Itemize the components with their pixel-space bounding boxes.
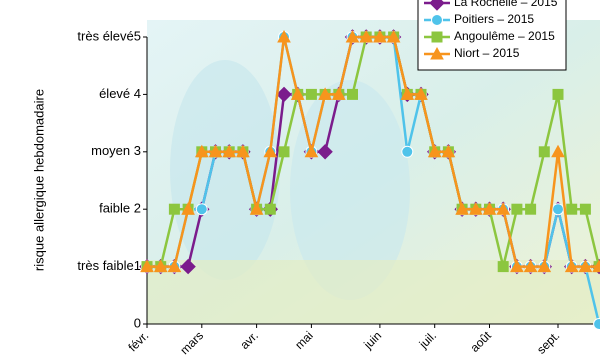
page: {"chart_data": {"type": "line", "y_label… [0, 0, 600, 359]
background-figure [170, 60, 280, 280]
legend-marker [432, 15, 443, 26]
x-tick-label: juil. [416, 328, 439, 351]
x-tick-label: mai [292, 328, 316, 352]
x-tick-label: sept. [534, 328, 562, 356]
legend-marker [432, 32, 442, 42]
legend-label: Niort – 2015 [454, 46, 520, 60]
marker [539, 147, 549, 157]
y-tick-label: faible 2 [99, 201, 141, 216]
legend-label: Poitiers – 2015 [454, 12, 534, 26]
legend-label: Angoulême – 2015 [454, 29, 555, 43]
marker [402, 146, 413, 157]
y-tick-label: élevé 4 [99, 86, 141, 101]
legend-label: La Rochelle – 2015 [454, 0, 558, 9]
chart: risque allergique hebdomadaire 0 très fai… [0, 0, 600, 359]
marker [498, 262, 508, 272]
y-tick-label: très élevé5 [77, 28, 141, 43]
y-tick-label: 0 [134, 315, 141, 330]
marker [279, 147, 289, 157]
marker [567, 204, 577, 214]
y-axis-title: risque allergique hebdomadaire [31, 89, 46, 271]
marker [306, 89, 316, 99]
marker [169, 204, 179, 214]
marker [526, 204, 536, 214]
x-tick-label: juin [360, 328, 384, 352]
marker [196, 204, 207, 215]
marker [512, 204, 522, 214]
marker [348, 89, 358, 99]
marker [580, 204, 590, 214]
x-tick-label: août [467, 328, 494, 355]
y-tick-label: très faible1 [77, 258, 141, 273]
marker [553, 204, 564, 215]
marker [265, 204, 275, 214]
marker [553, 89, 563, 99]
y-tick-label: moyen 3 [91, 143, 141, 158]
x-tick-label: mars [177, 328, 206, 357]
x-tick-label: avr. [237, 328, 261, 352]
legend: La Rochelle – 2015 Poitiers – 2015 Angoulê… [418, 0, 566, 70]
marker [594, 319, 600, 330]
x-tick-label: févr. [125, 328, 151, 354]
